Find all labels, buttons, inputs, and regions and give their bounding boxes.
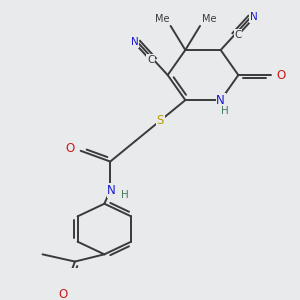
Text: O: O (276, 69, 286, 82)
Text: C: C (147, 55, 154, 64)
Text: Me: Me (202, 14, 216, 24)
Text: H: H (121, 190, 129, 200)
Text: O: O (66, 142, 75, 155)
Text: Me: Me (154, 14, 169, 24)
Text: S: S (157, 114, 164, 127)
Text: N: N (131, 37, 139, 47)
Text: N: N (250, 12, 257, 22)
Text: N: N (107, 184, 116, 197)
Text: N: N (216, 94, 225, 106)
Text: C: C (234, 30, 242, 40)
Text: O: O (58, 288, 68, 300)
Text: H: H (221, 106, 229, 116)
